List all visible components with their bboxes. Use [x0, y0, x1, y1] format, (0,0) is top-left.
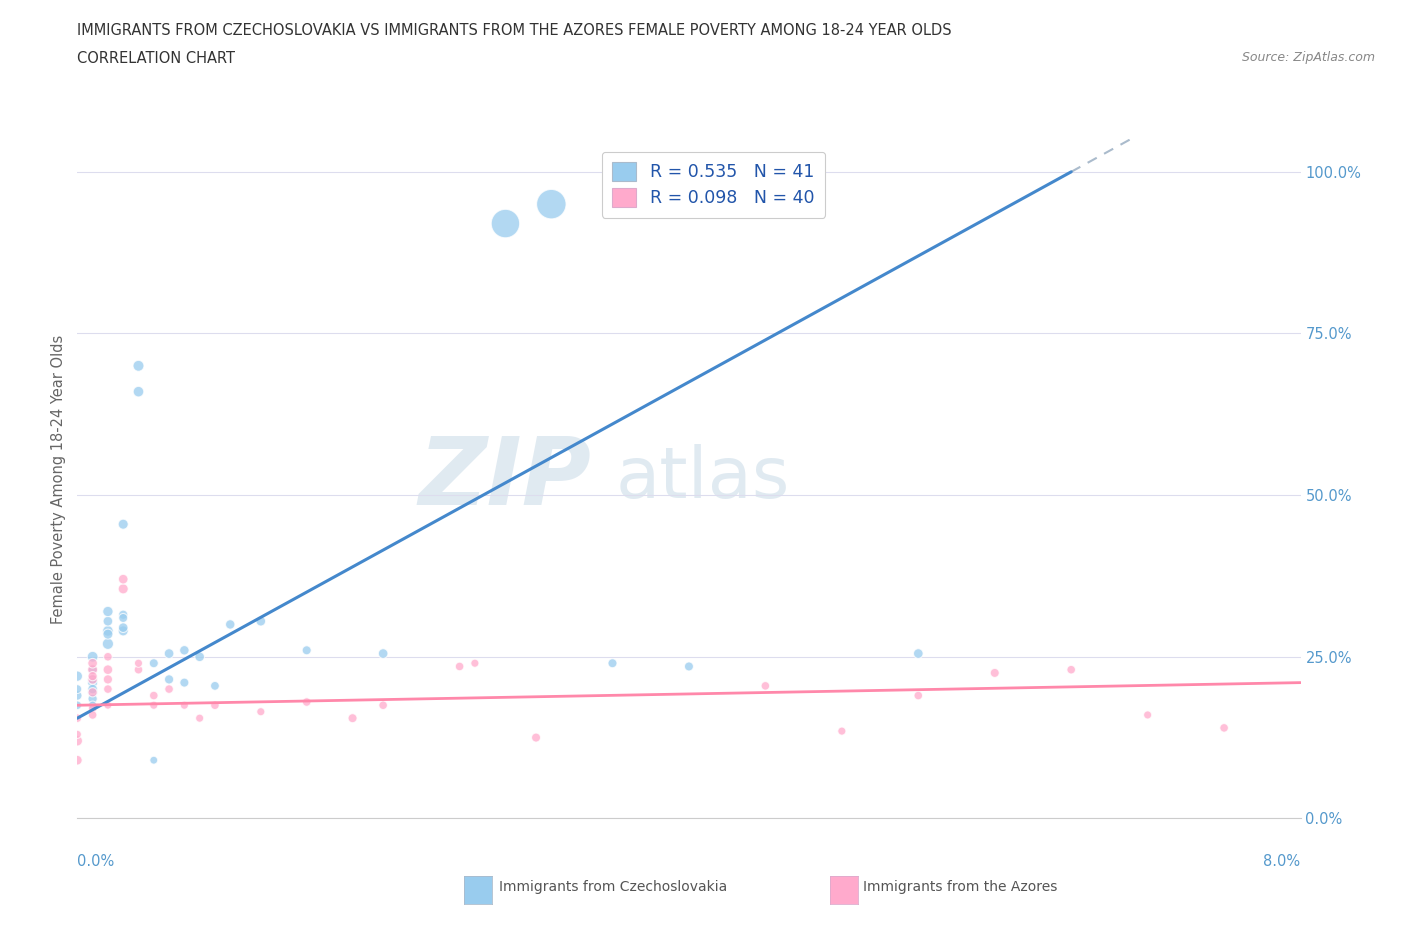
Point	[1060, 662, 1083, 677]
Point	[464, 656, 486, 671]
Point	[127, 384, 149, 399]
Point	[295, 643, 318, 658]
Point	[295, 695, 318, 710]
Point	[82, 701, 104, 716]
Point	[82, 662, 104, 677]
Text: IMMIGRANTS FROM CZECHOSLOVAKIA VS IMMIGRANTS FROM THE AZORES FEMALE POVERTY AMON: IMMIGRANTS FROM CZECHOSLOVAKIA VS IMMIGR…	[77, 23, 952, 38]
Point	[66, 682, 89, 697]
Point	[250, 704, 273, 719]
Point	[112, 517, 135, 532]
Point	[127, 358, 149, 373]
Point	[157, 646, 180, 661]
Text: 8.0%: 8.0%	[1264, 854, 1301, 869]
Point	[112, 607, 135, 622]
Point	[97, 636, 120, 651]
Point	[82, 672, 104, 687]
Point	[142, 656, 165, 671]
Point	[97, 627, 120, 642]
Point	[754, 678, 776, 693]
Point	[907, 688, 929, 703]
Point	[97, 623, 120, 638]
Point	[82, 691, 104, 706]
Point	[97, 698, 120, 712]
Point	[112, 572, 135, 587]
Point	[127, 662, 149, 677]
Point	[157, 672, 180, 687]
Point	[984, 666, 1007, 681]
Text: Immigrants from Czechoslovakia: Immigrants from Czechoslovakia	[499, 880, 727, 894]
Point	[1136, 708, 1159, 723]
Point	[831, 724, 853, 738]
Point	[82, 684, 104, 699]
Point	[449, 659, 471, 674]
Point	[204, 678, 226, 693]
Point	[82, 682, 104, 697]
Point	[602, 656, 624, 671]
Point	[1213, 721, 1236, 736]
Point	[82, 684, 104, 699]
Point	[66, 688, 89, 703]
Point	[112, 581, 135, 596]
Point	[66, 698, 89, 712]
Legend: R = 0.535   N = 41, R = 0.098   N = 40: R = 0.535 N = 41, R = 0.098 N = 40	[602, 152, 825, 218]
Point	[66, 734, 89, 749]
Point	[97, 614, 120, 629]
Point	[82, 698, 104, 712]
Point	[142, 752, 165, 767]
Point	[173, 698, 195, 712]
Point	[142, 688, 165, 703]
Point	[112, 623, 135, 638]
Point	[82, 662, 104, 677]
Text: ZIP: ZIP	[418, 433, 591, 525]
Point	[204, 698, 226, 712]
Point	[112, 620, 135, 635]
Point	[82, 675, 104, 690]
Text: atlas: atlas	[616, 445, 790, 513]
Point	[82, 669, 104, 684]
Point	[127, 656, 149, 671]
Point	[907, 646, 929, 661]
Point	[188, 649, 211, 664]
Point	[97, 662, 120, 677]
Point	[66, 711, 89, 725]
Point	[97, 649, 120, 664]
Text: CORRELATION CHART: CORRELATION CHART	[77, 51, 235, 66]
Point	[82, 649, 104, 664]
Text: Immigrants from the Azores: Immigrants from the Azores	[863, 880, 1057, 894]
Point	[142, 698, 165, 712]
Y-axis label: Female Poverty Among 18-24 Year Olds: Female Poverty Among 18-24 Year Olds	[51, 334, 66, 624]
Point	[678, 659, 700, 674]
Point	[188, 711, 211, 725]
Point	[97, 672, 120, 687]
Point	[250, 614, 273, 629]
Point	[82, 708, 104, 723]
Point	[82, 672, 104, 687]
Text: Source: ZipAtlas.com: Source: ZipAtlas.com	[1241, 51, 1375, 64]
Point	[371, 698, 394, 712]
Point	[173, 675, 195, 690]
Point	[157, 682, 180, 697]
Point	[66, 752, 89, 767]
Text: 0.0%: 0.0%	[77, 854, 114, 869]
Point	[97, 682, 120, 697]
Point	[66, 727, 89, 742]
Point	[112, 610, 135, 625]
Point	[66, 669, 89, 684]
Point	[540, 197, 562, 212]
Point	[173, 643, 195, 658]
Point	[82, 656, 104, 671]
Point	[97, 604, 120, 619]
Point	[371, 646, 394, 661]
Point	[495, 216, 517, 231]
Point	[342, 711, 364, 725]
Point	[524, 730, 547, 745]
Point	[219, 617, 242, 631]
